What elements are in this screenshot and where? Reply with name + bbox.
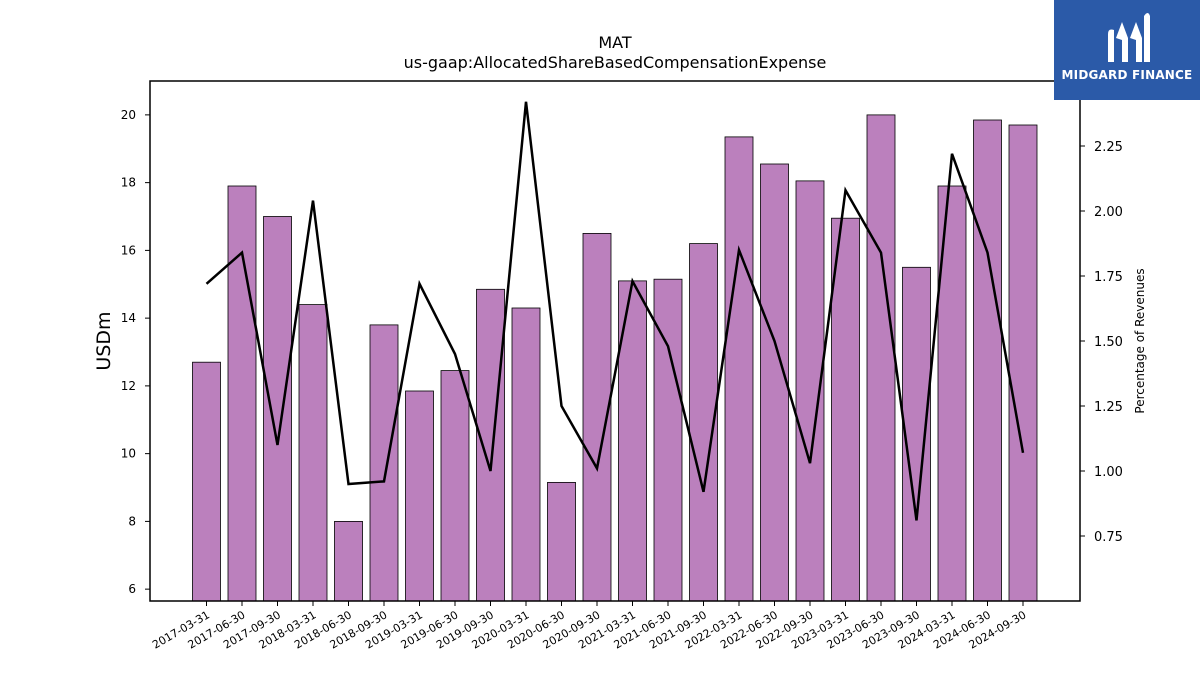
bar (476, 288, 505, 602)
bar (760, 163, 789, 602)
y-axis-left: 6 8 10 12 14 16 18 20 (121, 108, 150, 596)
y-axis-right-label: Percentage of Revenues (1133, 268, 1147, 413)
bar (1008, 124, 1038, 602)
y-tick-label-left: 12 (121, 379, 136, 393)
y-tick-label-left: 16 (121, 243, 136, 257)
bar (227, 185, 257, 602)
y-tick-label-right: 0.75 (1094, 530, 1123, 545)
y-tick-label-left: 18 (121, 176, 136, 190)
y-tick-label-left: 20 (121, 108, 136, 122)
bar (724, 136, 754, 602)
bar (298, 304, 328, 602)
x-axis: 2017-03-312017-06-302017-09-302018-03-31… (150, 601, 1029, 652)
y-tick-label-left: 14 (121, 311, 136, 325)
brand-name: MIDGARD FINANCE (1061, 68, 1193, 82)
y-tick-label-right: 2.25 (1094, 140, 1123, 155)
percentage-line (205, 101, 1025, 521)
bar (405, 390, 434, 602)
y-tick-label-right: 1.75 (1094, 270, 1123, 285)
bar (547, 481, 576, 602)
bar (653, 278, 683, 602)
chart-title: MAT (598, 33, 632, 52)
y-axis-right: 0.75 1.00 1.25 1.50 1.75 2.00 2.25 (1080, 140, 1123, 545)
bar (369, 324, 399, 602)
bar (440, 370, 470, 602)
bar (263, 216, 292, 602)
bar (973, 119, 1002, 602)
bar (511, 307, 541, 602)
bar (902, 266, 931, 602)
y-tick-label-left: 6 (128, 582, 136, 596)
bars-group (192, 114, 1038, 602)
y-axis-left-label: USDm (93, 311, 115, 370)
y-tick-label-left: 8 (128, 514, 136, 528)
bar (334, 521, 363, 602)
bar (866, 114, 896, 602)
bar (831, 217, 860, 602)
chart-subtitle: us-gaap:AllocatedShareBasedCompensationE… (404, 53, 827, 72)
bar (192, 361, 221, 602)
y-tick-label-right: 1.00 (1094, 465, 1123, 480)
y-tick-label-right: 1.50 (1094, 335, 1123, 350)
y-tick-label-right: 2.00 (1094, 205, 1123, 220)
brand-logo: MIDGARD FINANCE (1054, 0, 1200, 100)
y-tick-label-right: 1.25 (1094, 400, 1123, 415)
midgard-logo-icon (1108, 13, 1150, 62)
y-tick-label-left: 10 (121, 447, 136, 461)
